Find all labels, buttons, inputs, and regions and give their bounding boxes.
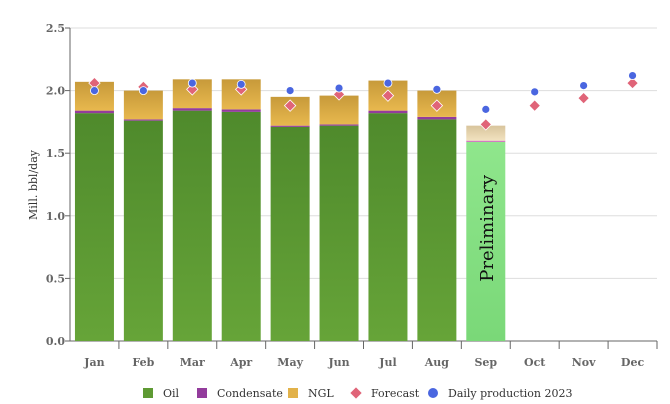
daily-production-marker	[481, 104, 491, 114]
y-tick-label: 1.5	[46, 147, 65, 160]
bar-condensate	[466, 140, 506, 142]
daily-production-marker	[285, 86, 295, 95]
legend-swatch	[197, 388, 207, 398]
bar-condensate	[319, 124, 359, 126]
y-axis-label: Mill. bbl/day	[27, 149, 40, 220]
daily-production-marker	[432, 84, 442, 94]
daily-production-marker	[383, 78, 393, 88]
forecast-marker	[381, 89, 395, 102]
forecast-marker	[528, 99, 541, 112]
x-tick-label: Nov	[572, 356, 596, 369]
bar-condensate	[74, 110, 114, 114]
daily-production-marker	[236, 79, 246, 89]
forecast-marker	[88, 76, 101, 90]
legend-label: NGL	[308, 387, 334, 400]
bar-oil	[74, 113, 114, 341]
bar-oil	[417, 119, 457, 342]
forecast-marker	[430, 99, 444, 112]
daily-production-marker	[530, 87, 540, 97]
bar-condensate	[417, 116, 457, 120]
legend-swatch	[288, 388, 298, 398]
forecast-marker	[577, 91, 590, 105]
y-tick-label: 1.0	[46, 210, 65, 223]
x-tick-label: Aug	[424, 356, 450, 369]
daily-production-marker	[138, 86, 148, 95]
x-tick-label: Jan	[83, 356, 104, 369]
bar-oil	[221, 111, 261, 341]
forecast-marker	[626, 76, 639, 90]
legend-label: Oil	[163, 387, 180, 400]
bar-oil	[172, 110, 212, 341]
legend-label: Condensate	[217, 387, 283, 400]
forecast-marker	[332, 88, 346, 101]
x-tick-label: Jul	[378, 356, 396, 369]
bar-condensate	[270, 125, 310, 127]
bar-oil	[466, 141, 506, 341]
x-tick-label: Apr	[229, 356, 252, 369]
bar-oil	[270, 126, 310, 342]
legend-label: Forecast	[371, 387, 420, 400]
bar-condensate	[221, 109, 261, 112]
forecast-marker	[283, 99, 297, 112]
bar-oil	[368, 113, 408, 341]
bar-ngl	[466, 125, 506, 141]
x-tick-label: Jun	[327, 356, 349, 369]
legend-swatch	[143, 388, 153, 398]
bar-ngl	[123, 90, 163, 120]
daily-production-marker	[187, 78, 197, 88]
bar-oil	[319, 125, 359, 341]
bar-condensate	[172, 108, 212, 111]
y-tick-label: 2.5	[46, 22, 65, 35]
x-tick-label: Mar	[180, 356, 205, 369]
y-tick-label: 0.0	[46, 335, 65, 348]
legend-label: Daily production 2023	[448, 387, 572, 400]
bar-oil	[123, 120, 163, 341]
bar-condensate	[123, 119, 163, 121]
x-tick-label: Dec	[621, 356, 645, 369]
y-tick-label: 2.0	[46, 85, 65, 98]
daily-production-marker	[90, 86, 99, 95]
forecast-marker	[479, 118, 493, 131]
legend-swatch	[350, 387, 362, 399]
x-tick-label: Sep	[474, 356, 497, 369]
x-tick-label: May	[277, 356, 303, 369]
x-tick-label: Oct	[524, 356, 546, 369]
daily-production-marker	[628, 71, 637, 80]
x-tick-label: Feb	[132, 356, 154, 369]
bar-condensate	[368, 110, 408, 114]
legend-swatch	[428, 388, 438, 398]
y-tick-label: 0.5	[46, 272, 65, 285]
forecast-marker	[186, 83, 199, 96]
daily-production-marker	[579, 81, 589, 90]
daily-production-marker	[334, 83, 344, 93]
preliminary-label: Preliminary	[477, 174, 498, 282]
